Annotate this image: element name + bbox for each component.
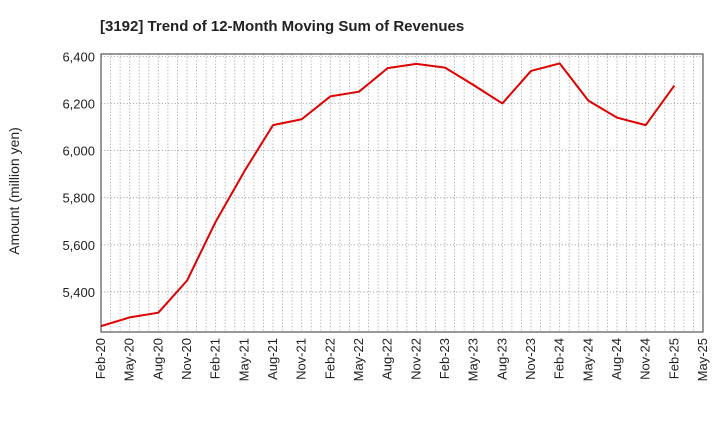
x-tick-label: May-21 bbox=[236, 338, 251, 381]
x-tick-label: Aug-24 bbox=[609, 338, 624, 380]
x-tick-label: Feb-25 bbox=[666, 338, 681, 379]
x-tick-label: Aug-21 bbox=[265, 338, 280, 380]
y-tick-label: 6,200 bbox=[62, 96, 95, 111]
x-tick-label: May-22 bbox=[351, 338, 366, 381]
x-tick-label: May-24 bbox=[580, 338, 595, 381]
x-tick-label: Nov-20 bbox=[179, 338, 194, 380]
y-tick-label: 5,400 bbox=[62, 285, 95, 300]
x-tick-label: Aug-20 bbox=[150, 338, 165, 380]
x-tick-label: Feb-21 bbox=[208, 338, 223, 379]
plot-frame bbox=[101, 54, 703, 332]
x-tick-label: Aug-22 bbox=[380, 338, 395, 380]
x-tick-label: Feb-20 bbox=[93, 338, 108, 379]
x-tick-label: May-25 bbox=[695, 338, 710, 381]
x-tick-label: Feb-22 bbox=[322, 338, 337, 379]
y-tick-label: 6,000 bbox=[62, 144, 95, 159]
y-tick-label: 5,600 bbox=[62, 238, 95, 253]
x-tick-label: Nov-23 bbox=[523, 338, 538, 380]
x-tick-label: Nov-21 bbox=[294, 338, 309, 380]
y-tick-labels: 5,400 5,600 5,800 6,000 6,200 6,400 bbox=[62, 49, 95, 300]
x-tick-label: Feb-23 bbox=[437, 338, 452, 379]
y-tick-label: 5,800 bbox=[62, 191, 95, 206]
x-tick-label: Nov-22 bbox=[408, 338, 423, 380]
x-tick-label: Nov-24 bbox=[638, 338, 653, 380]
x-tick-label: Feb-24 bbox=[552, 338, 567, 379]
x-tick-labels: Feb-20 May-20 Aug-20 Nov-20 Feb-21 May-21 Aug-… bbox=[93, 338, 710, 381]
y-axis-label: Amount (million yen) bbox=[6, 127, 22, 255]
grid-lines bbox=[101, 54, 703, 332]
x-tick-label: May-20 bbox=[122, 338, 137, 381]
x-tick-label: May-23 bbox=[466, 338, 481, 381]
y-tick-label: 6,400 bbox=[62, 49, 95, 64]
chart-title: [3192] Trend of 12-Month Moving Sum of R… bbox=[100, 18, 464, 35]
x-tick-label: Aug-23 bbox=[494, 338, 509, 380]
